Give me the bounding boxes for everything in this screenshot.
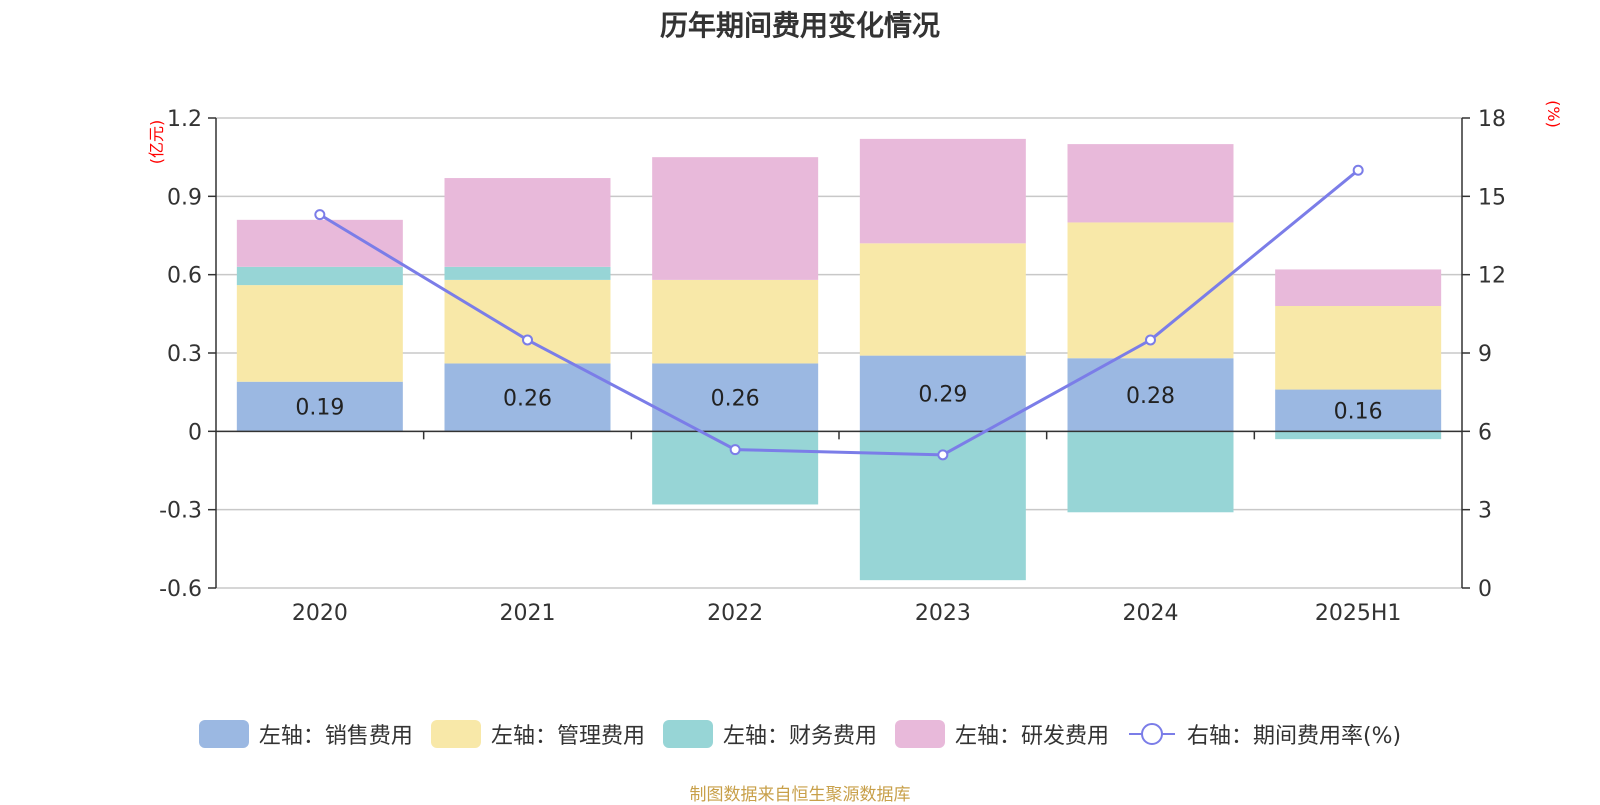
bar-segment-finance [1067, 431, 1234, 513]
data-label: 0.16 [1334, 399, 1383, 424]
x-tick-label: 2022 [707, 601, 763, 626]
bar-segment-rd [859, 138, 1026, 244]
right-tick-label: 6 [1478, 420, 1492, 445]
rate-point [729, 444, 741, 456]
right-tick-label: 9 [1478, 342, 1492, 367]
legend-item[interactable]: 左轴：研发费用 [894, 718, 1109, 750]
left-tick-label: -0.6 [159, 577, 202, 602]
chart-title: 历年期间费用变化情况 [659, 9, 940, 42]
legend-label: 左轴：销售费用 [258, 724, 413, 749]
bar-segment-admin [859, 243, 1026, 356]
bar-segment-admin [1275, 306, 1442, 390]
x-tick-label: 2024 [1123, 601, 1179, 626]
data-label-layer: 0.19 0.26 0.26 0.29 0.28 0.16 [295, 382, 1382, 424]
legend-line-marker-icon [1128, 723, 1175, 745]
bar-segment-rd [1067, 144, 1234, 223]
legend: 左轴：销售费用 左轴：管理费用 左轴：财务费用 左轴：研发费用 右轴：期间费用率(%) [0, 718, 1600, 750]
legend-swatch [894, 720, 945, 748]
rate-point [937, 449, 949, 461]
x-tick-label: 2020 [292, 601, 348, 626]
left-tick-label: 0.9 [167, 185, 202, 210]
left-tick-label: 1.2 [167, 107, 202, 132]
legend-swatch [198, 720, 249, 748]
bar-segment-admin [236, 285, 403, 382]
right-tick-label: 12 [1478, 264, 1506, 289]
data-label: 0.26 [503, 386, 552, 411]
legend-item[interactable]: 左轴：销售费用 [198, 718, 413, 750]
legend-label: 右轴：期间费用率(%) [1186, 724, 1402, 749]
bar-segment-rd [652, 157, 819, 280]
right-tick-label: 0 [1478, 577, 1492, 602]
bar-segment-rd [236, 219, 403, 267]
bar-layer [236, 138, 1442, 581]
bar-segment-sales [1275, 389, 1442, 432]
bar-segment-finance [1275, 431, 1442, 440]
rate-line-layer [314, 164, 1364, 461]
data-label: 0.19 [295, 396, 344, 421]
legend-swatch [430, 720, 481, 748]
left-tick-label: 0.6 [167, 264, 202, 289]
legend-swatch [662, 720, 713, 748]
bar-segment-admin [652, 279, 819, 364]
right-tick-label: 15 [1478, 185, 1506, 210]
legend-item[interactable]: 左轴：财务费用 [662, 718, 877, 750]
left-tick-label: 0 [188, 420, 202, 445]
bar-segment-sales [236, 381, 403, 432]
bar-segment-finance [444, 266, 611, 280]
rate-point [1352, 164, 1364, 176]
x-tick-label: 2023 [915, 601, 971, 626]
data-label: 0.29 [918, 382, 967, 407]
data-label: 0.26 [711, 386, 760, 411]
left-tick-label: 0.3 [167, 342, 202, 367]
bar-segment-sales [444, 363, 611, 432]
axes: 1.2 0.9 0.6 0.3 0 -0.3 -0.6 18 15 12 9 6 3 0 (亿元) (%) 20… [147, 100, 1563, 626]
legend-item[interactable]: 右轴：期间费用率(%) [1127, 718, 1401, 750]
bar-segment-finance [652, 431, 819, 505]
rate-line [319, 169, 1360, 457]
left-tick-label: -0.3 [159, 499, 202, 524]
rate-point [1145, 334, 1156, 346]
x-tick-label: 2021 [500, 601, 556, 626]
legend-item[interactable]: 左轴：管理费用 [430, 718, 645, 750]
bar-segment-rd [1275, 269, 1442, 306]
bar-segment-admin [444, 279, 611, 364]
rate-point [522, 334, 533, 346]
rate-point [314, 209, 326, 221]
legend-label: 左轴：研发费用 [954, 724, 1109, 749]
bar-segment-rd [444, 178, 611, 267]
bar-segment-sales [859, 355, 1026, 432]
source-note: 制图数据来自恒生聚源数据库 [689, 785, 911, 805]
grid-lines [216, 117, 1462, 589]
legend-label: 左轴：财务费用 [722, 724, 877, 749]
left-axis-unit: (亿元) [147, 120, 166, 165]
x-tick-label: 2025H1 [1315, 601, 1402, 626]
data-label: 0.28 [1126, 384, 1175, 409]
bar-segment-finance [236, 266, 403, 286]
right-tick-label: 18 [1478, 107, 1506, 132]
legend-label: 左轴：管理费用 [490, 724, 645, 749]
right-tick-label: 3 [1478, 499, 1492, 524]
right-axis-unit: (%) [1544, 100, 1563, 128]
